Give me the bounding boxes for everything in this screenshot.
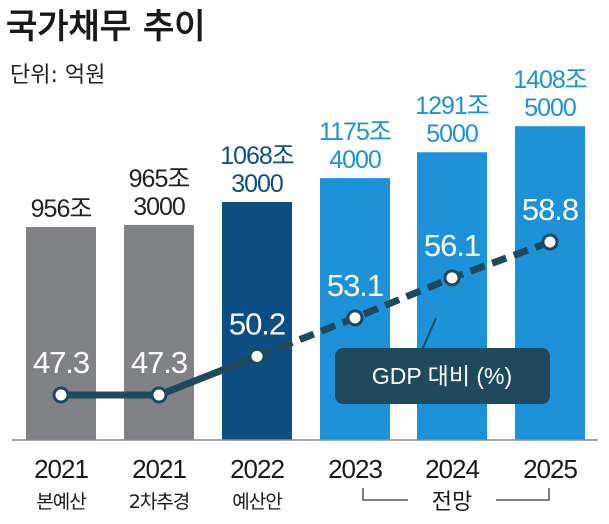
- x-tick-label-0: 2021: [34, 454, 88, 484]
- forecast-label: 전망: [432, 490, 472, 515]
- legend-pointer: [421, 317, 437, 351]
- bar-2022-2: [222, 201, 292, 440]
- forecast-bracket-right: [496, 488, 550, 501]
- gdp-ratio-point-4: [443, 269, 461, 287]
- x-sub-label-2: 예산안: [232, 491, 282, 513]
- bar-value-label-2-0: 1068조: [220, 142, 294, 170]
- bar-value-label-1-1: 3000: [133, 193, 185, 221]
- legend-label: GDP 대비 (%): [372, 363, 512, 389]
- bar-2021-0: [26, 227, 96, 440]
- gdp-ratio-label-0: 47.3: [33, 345, 89, 380]
- value-label-group: 956조965조30001068조30001175조40001291조50001…: [31, 66, 588, 223]
- forecast-bracket: 전망: [362, 488, 550, 515]
- x-axis-labels: 2021 본예산 2021 2차추경 2022 예산안 2023 2024 2025: [34, 454, 578, 513]
- x-tick-label-3: 2023: [328, 454, 382, 484]
- gdp-ratio-point-0: [52, 386, 70, 404]
- gdp-ratio-label-2: 50.2: [229, 306, 285, 341]
- gdp-ratio-point-3: [346, 309, 364, 327]
- x-sub-label-1: 2차추경: [129, 491, 190, 513]
- bar-value-label-4-1: 5000: [426, 120, 478, 148]
- bar-value-label-1-0: 965조: [129, 165, 190, 193]
- gdp-ratio-label-1: 47.3: [131, 345, 187, 380]
- bar-value-label-3-1: 4000: [329, 146, 381, 174]
- x-tick-label-2: 2022: [230, 454, 284, 484]
- gdp-ratio-point-2: [248, 347, 266, 365]
- bar-value-label-5-1: 5000: [524, 94, 576, 122]
- legend: GDP 대비 (%): [335, 317, 550, 404]
- unit-label: 단위: 억원: [10, 63, 105, 88]
- bar-value-label-2-1: 3000: [231, 170, 283, 198]
- bar-value-label-3-0: 1175조: [319, 118, 391, 146]
- gdp-ratio-label-group: 47.3 47.3 50.2 53.1 56.1 58.8: [33, 192, 579, 380]
- forecast-bracket-left: [362, 488, 408, 501]
- bar-value-label-4-0: 1291조: [415, 92, 489, 120]
- gdp-ratio-point-5: [541, 233, 559, 251]
- gdp-ratio-label-5: 58.8: [522, 192, 578, 227]
- bar-value-label-0-0: 956조: [31, 195, 92, 223]
- bar-value-label-5-0: 1408조: [513, 66, 587, 94]
- x-tick-label-1: 2021: [132, 454, 186, 484]
- gdp-ratio-line-projected: [255, 238, 552, 360]
- gdp-ratio-label-4: 56.1: [424, 228, 480, 263]
- bar-2021-1: [124, 224, 194, 440]
- legend-box: [335, 348, 550, 404]
- gdp-ratio-series: [52, 233, 559, 404]
- x-tick-label-5: 2025: [523, 454, 577, 484]
- gdp-ratio-point-1: [150, 386, 168, 404]
- chart-title: 국가채무 추이: [6, 7, 206, 47]
- gdp-ratio-label-3: 53.1: [327, 268, 383, 303]
- x-sub-label-0: 본예산: [36, 491, 86, 513]
- x-tick-label-4: 2024: [425, 454, 479, 484]
